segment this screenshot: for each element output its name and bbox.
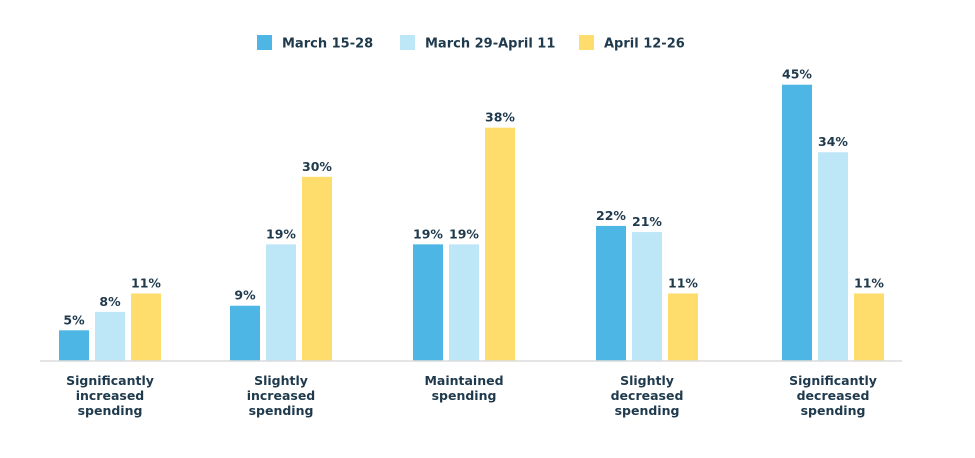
data-label-2-series-2: 19%: [266, 226, 296, 241]
category-label-5-line-3: spending: [801, 403, 866, 418]
category-label-3-line-1: Maintained: [424, 373, 503, 388]
data-label-2-series-3: 30%: [302, 159, 332, 174]
bar-5-series-1: [782, 84, 812, 361]
value-labels: 5% 8% 11% 9% 19% 30% 19% 19% 38% 22% 21% 11% 45% 34% 1…: [63, 67, 884, 328]
data-label-5-series-3: 11%: [854, 275, 884, 290]
category-label-4: Slightly decreased spending: [611, 373, 684, 418]
bar-5-series-2: [818, 152, 848, 361]
category-label-1-line-2: increased: [76, 388, 145, 403]
category-label-2-line-3: spending: [249, 403, 314, 418]
data-label-3-series-3: 38%: [485, 110, 515, 125]
data-label-1-series-3: 11%: [131, 275, 161, 290]
category-label-1-line-3: spending: [78, 403, 143, 418]
data-label-2-series-1: 9%: [234, 288, 256, 303]
legend-label-2: March 29-April 11: [425, 37, 555, 52]
legend-label-3: April 12-26: [604, 37, 685, 52]
category-label-5-line-2: decreased: [797, 388, 870, 403]
category-label-2: Slightly increased spending: [247, 373, 316, 418]
bar-1-series-2: [95, 311, 125, 361]
bar-4-series-1: [596, 225, 626, 361]
category-label-3-line-2: spending: [432, 388, 497, 403]
category-label-5-line-1: Significantly: [789, 373, 877, 388]
bar-3-series-3: [485, 127, 515, 362]
data-label-4-series-3: 11%: [668, 275, 698, 290]
bar-5-series-3: [854, 293, 884, 361]
category-label-4-line-2: decreased: [611, 388, 684, 403]
category-label-4-line-3: spending: [615, 403, 680, 418]
data-label-3-series-1: 19%: [413, 226, 443, 241]
data-label-5-series-2: 34%: [818, 134, 848, 149]
category-label-2-line-2: increased: [247, 388, 316, 403]
legend: March 15-28 March 29-April 11 April 12-26: [257, 35, 685, 52]
category-label-5: Significantly decreased spending: [789, 373, 877, 418]
data-label-4-series-1: 22%: [596, 208, 626, 223]
data-label-5-series-1: 45%: [782, 67, 812, 82]
category-label-2-line-1: Slightly: [254, 373, 308, 388]
legend-swatch-1: [257, 35, 272, 50]
bar-1-series-3: [131, 293, 161, 361]
category-label-4-line-1: Slightly: [620, 373, 674, 388]
data-label-4-series-2: 21%: [632, 214, 662, 229]
legend-swatch-3: [579, 35, 594, 50]
bar-2-series-3: [302, 176, 332, 361]
bar-2-series-1: [230, 305, 260, 361]
data-label-1-series-2: 8%: [99, 294, 121, 309]
legend-swatch-2: [400, 35, 415, 50]
category-label-1-line-1: Significantly: [66, 373, 154, 388]
bar-4-series-2: [632, 232, 662, 361]
data-label-3-series-2: 19%: [449, 226, 479, 241]
bar-4-series-3: [668, 293, 698, 361]
category-label-3: Maintained spending: [424, 373, 503, 403]
category-label-1: Significantly increased spending: [66, 373, 154, 418]
legend-label-1: March 15-28: [282, 37, 373, 52]
data-label-1-series-1: 5%: [63, 312, 85, 327]
bar-1-series-1: [59, 330, 89, 361]
bar-2-series-2: [266, 244, 296, 361]
bar-3-series-2: [449, 244, 479, 361]
bars: [59, 84, 884, 362]
bar-3-series-1: [413, 244, 443, 361]
